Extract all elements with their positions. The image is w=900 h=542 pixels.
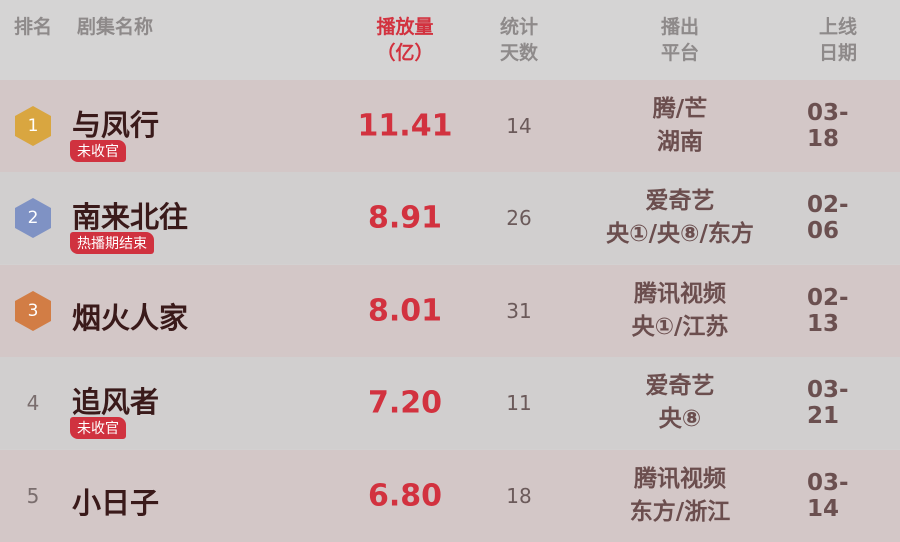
- rank: 1: [15, 106, 51, 146]
- play-count: 11.41: [357, 108, 453, 144]
- header-rank: 排名: [13, 16, 53, 38]
- header-platform: 播出 平台: [660, 16, 700, 64]
- stat-days: 11: [506, 391, 532, 415]
- rank: 4: [26, 391, 40, 415]
- rank-medal-icon: 3: [15, 291, 51, 331]
- drama-name[interactable]: 小日子: [72, 486, 160, 520]
- drama-name[interactable]: 追风者: [72, 385, 160, 419]
- status-badge: 热播期结束: [70, 232, 154, 254]
- platform: 爱奇艺 央⑧: [645, 373, 715, 432]
- play-count: 8.01: [367, 293, 443, 329]
- table-row[interactable]: 2 南来北往 热播期结束 8.91 26 爱奇艺 央①/央⑧/东方 02-06: [0, 172, 900, 264]
- release-date: 02-13: [807, 285, 849, 337]
- stat-days: 14: [506, 114, 532, 138]
- platform: 腾/芒 湖南: [652, 96, 708, 155]
- rank-medal-icon: 2: [15, 198, 51, 238]
- rank: 3: [15, 291, 51, 331]
- table-row[interactable]: 5 小日子 6.80 18 腾讯视频 东方/浙江 03-14: [0, 450, 900, 542]
- platform: 腾讯视频 央①/江苏: [631, 281, 729, 340]
- release-date: 03-18: [807, 100, 849, 152]
- status-badge: 未收官: [70, 140, 126, 162]
- stat-days: 18: [506, 484, 532, 508]
- table-header: 排名 剧集名称 播放量 （亿） 统计 天数 播出 平台 上线 日期: [0, 0, 900, 80]
- play-count: 6.80: [367, 478, 443, 514]
- play-count: 8.91: [367, 200, 443, 236]
- play-count: 7.20: [367, 385, 443, 421]
- stat-days: 31: [506, 299, 532, 323]
- release-date: 03-21: [807, 377, 849, 429]
- release-date: 03-14: [807, 470, 849, 522]
- header-days: 统计 天数: [499, 16, 539, 64]
- table-row[interactable]: 4 追风者 未收官 7.20 11 爱奇艺 央⑧ 03-21: [0, 357, 900, 449]
- stat-days: 26: [506, 206, 532, 230]
- rank: 5: [26, 484, 40, 508]
- platform: 爱奇艺 央①/央⑧/东方: [606, 188, 754, 247]
- release-date: 02-06: [807, 192, 849, 244]
- rank: 2: [15, 198, 51, 238]
- header-date: 上线 日期: [818, 16, 858, 64]
- status-badge: 未收官: [70, 417, 126, 439]
- header-plays: 播放量 （亿）: [376, 16, 434, 64]
- drama-name[interactable]: 烟火人家: [72, 301, 189, 335]
- header-name: 剧集名称: [76, 16, 154, 38]
- drama-name[interactable]: 与凤行: [72, 108, 160, 142]
- table-row[interactable]: 3 烟火人家 8.01 31 腾讯视频 央①/江苏 02-13: [0, 265, 900, 357]
- rank-medal-icon: 1: [15, 106, 51, 146]
- platform: 腾讯视频 东方/浙江: [629, 466, 731, 525]
- drama-name[interactable]: 南来北往: [72, 200, 189, 234]
- table-row[interactable]: 1 与凤行 未收官 11.41 14 腾/芒 湖南 03-18: [0, 80, 900, 172]
